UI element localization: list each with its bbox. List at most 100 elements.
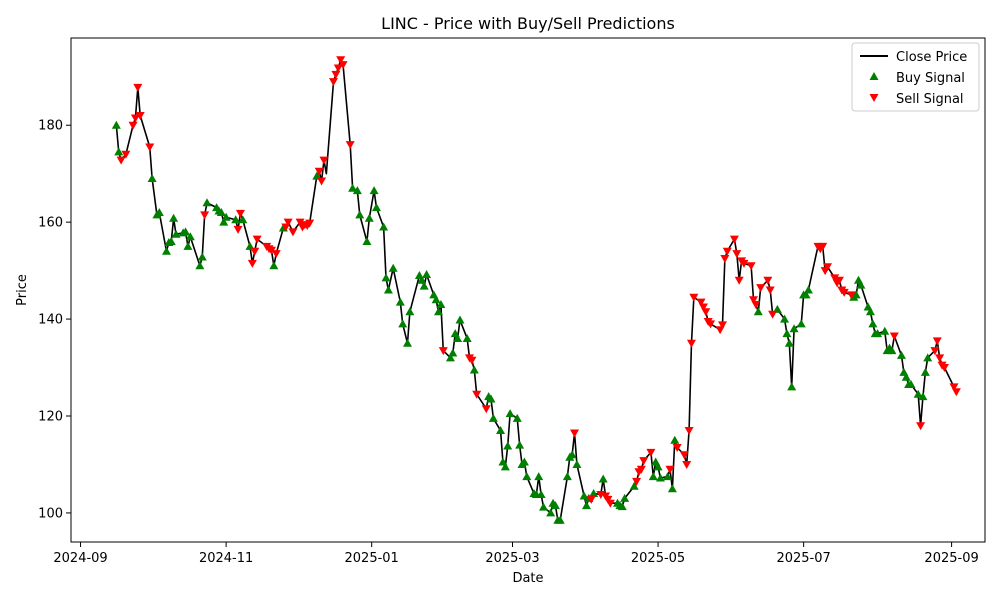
buy-signal-marker xyxy=(488,413,498,422)
sell-signal-marker xyxy=(319,156,329,165)
buy-signal-marker xyxy=(555,515,565,524)
buy-signal-marker xyxy=(405,307,415,316)
buy-signal-marker xyxy=(918,392,928,401)
buy-signal-marker xyxy=(550,501,560,510)
buy-signal-marker xyxy=(581,501,591,510)
x-tick-label: 2025-09 xyxy=(924,551,978,566)
sell-signal-marker xyxy=(247,259,257,268)
buy-signal-marker xyxy=(653,462,663,471)
buy-signal-marker xyxy=(546,508,556,517)
sell-signal-marker xyxy=(818,242,828,251)
buy-signal-marker xyxy=(589,489,599,498)
buy-signal-marker xyxy=(219,217,229,226)
sell-signal-marker xyxy=(605,499,615,508)
buy-signal-marker xyxy=(169,213,179,222)
sell-signal-marker xyxy=(636,465,646,474)
buy-signal-marker xyxy=(383,285,393,294)
buy-signal-marker xyxy=(462,333,472,342)
x-tick-label: 2025-01 xyxy=(345,551,399,566)
sell-signal-marker xyxy=(951,388,961,397)
buy-signal-marker xyxy=(388,263,398,272)
sell-signal-marker xyxy=(722,247,732,256)
sell-signal-marker xyxy=(333,64,343,73)
buy-signal-marker xyxy=(500,462,510,471)
sell-signal-marker xyxy=(706,320,716,329)
buy-signal-marker xyxy=(455,315,465,324)
sell-signal-marker xyxy=(305,219,315,228)
buy-signal-marker xyxy=(667,484,677,493)
sell-signal-marker xyxy=(314,167,324,176)
buy-signal-marker xyxy=(111,120,121,129)
buy-signal-marker xyxy=(371,203,381,212)
sell-signal-marker xyxy=(116,156,126,165)
buy-signal-marker xyxy=(598,474,608,483)
sell-signal-marker xyxy=(834,276,844,285)
sell-signal-marker xyxy=(732,250,742,259)
sell-signal-marker xyxy=(749,296,759,305)
sell-signal-marker xyxy=(235,209,245,218)
buy-signal-marker xyxy=(398,319,408,328)
buy-signal-marker xyxy=(796,319,806,328)
sell-signal-marker xyxy=(336,56,346,65)
sell-signal-marker xyxy=(632,477,642,486)
sell-signal-marker xyxy=(130,114,140,123)
sell-signal-marker xyxy=(830,274,840,283)
buy-signal-marker xyxy=(434,307,444,316)
buy-signal-marker xyxy=(183,241,193,250)
buy-signal-marker xyxy=(901,372,911,381)
buy-signal-marker xyxy=(202,198,212,207)
sell-signal-marker xyxy=(672,444,682,452)
buy-signal-marker xyxy=(379,222,389,231)
x-tick-label: 2024-09 xyxy=(53,551,107,566)
buy-signal-marker xyxy=(369,186,379,195)
sell-signal-marker xyxy=(133,83,143,92)
buy-signal-marker xyxy=(534,472,544,481)
buy-signal-marker xyxy=(515,440,525,449)
buy-signal-marker xyxy=(503,441,513,450)
buy-signal-marker xyxy=(221,212,231,221)
sell-signals xyxy=(116,56,961,508)
buy-signal-marker xyxy=(913,389,923,398)
buy-signal-marker xyxy=(868,319,878,328)
x-axis-title: Date xyxy=(512,571,543,586)
sell-signal-marker xyxy=(696,298,706,307)
y-tick-label: 180 xyxy=(38,119,63,134)
sell-signal-marker xyxy=(250,247,260,256)
sell-signal-marker xyxy=(698,303,708,312)
sell-signal-marker xyxy=(481,405,491,414)
buy-signal-marker xyxy=(851,290,861,299)
y-axis-title: Price xyxy=(15,274,30,306)
sell-signal-marker xyxy=(739,259,749,268)
buy-signal-marker xyxy=(362,237,372,246)
legend-buy-swatch xyxy=(869,72,879,80)
sell-signal-marker xyxy=(646,448,656,457)
buy-signal-marker xyxy=(448,348,458,357)
buy-signal-marker xyxy=(522,472,532,481)
buy-signal-marker xyxy=(536,490,546,499)
sell-signal-marker xyxy=(682,460,692,469)
series-layer xyxy=(111,56,961,524)
buy-signal-marker xyxy=(670,435,680,444)
x-axis: 2024-09 2024-11 2025-01 2025-03 2025-05 2025-… xyxy=(53,542,979,566)
sell-signal-marker xyxy=(283,218,293,227)
sell-signal-marker xyxy=(665,465,675,474)
buy-signal-marker xyxy=(181,227,191,236)
buy-signal-marker xyxy=(923,353,933,362)
buy-signal-marker xyxy=(562,472,572,481)
sell-signal-marker xyxy=(720,255,730,263)
buy-signal-marker xyxy=(269,261,279,270)
sell-signal-marker xyxy=(135,112,145,121)
sell-signal-marker xyxy=(689,293,699,302)
sell-signal-marker xyxy=(935,354,945,363)
buy-signal-marker xyxy=(381,273,391,282)
buy-signal-marker xyxy=(445,353,455,362)
buy-signal-marker xyxy=(431,295,441,304)
sell-signal-marker xyxy=(121,150,131,159)
buy-signal-marker xyxy=(395,297,405,306)
sell-signal-marker xyxy=(145,143,155,152)
buy-signal-marker xyxy=(147,174,157,183)
buy-signal-marker xyxy=(185,232,195,241)
legend-sell-swatch xyxy=(869,94,879,102)
sell-signal-marker xyxy=(128,121,138,130)
buy-signal-marker xyxy=(617,502,627,511)
